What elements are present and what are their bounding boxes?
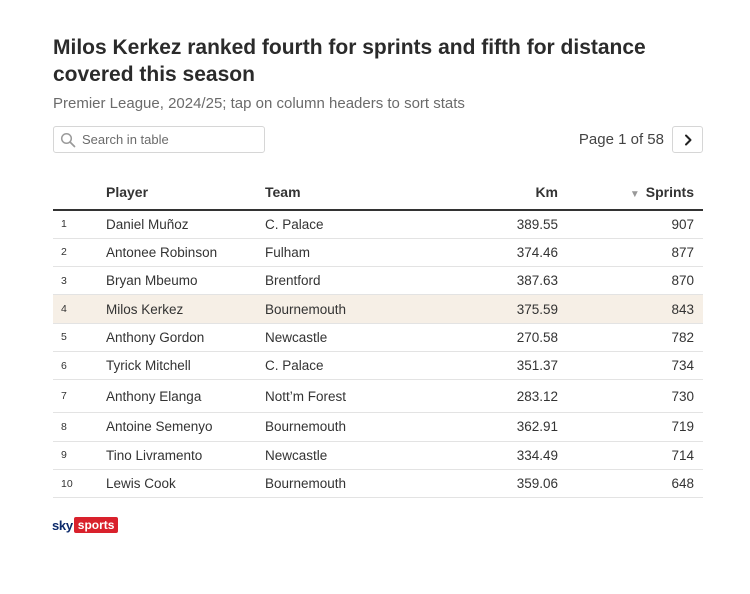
sprints-cell: 648 [558, 469, 703, 499]
rank-cell: 5 [53, 323, 106, 352]
sprints-cell: 877 [558, 238, 703, 268]
sprints-cell: 719 [558, 412, 703, 442]
rank-cell: 10 [53, 469, 106, 499]
km-cell: 334.49 [425, 441, 558, 470]
player-cell: Bryan Mbeumo [106, 266, 265, 296]
team-cell: Nott’m Forest [265, 379, 425, 414]
sky-sports-logo: sky sports [52, 516, 119, 534]
rank-cell: 6 [53, 351, 106, 381]
team-cell: Bournemouth [265, 469, 425, 499]
sprints-cell: 782 [558, 323, 703, 352]
rank-cell: 1 [53, 210, 106, 239]
team-cell: Newcastle [265, 441, 425, 470]
logo-sky-text: sky [52, 517, 73, 533]
search-box[interactable] [53, 126, 265, 153]
table-row: 2 Antonee Robinson Fulham 374.46 877 [53, 238, 703, 268]
sprints-cell: 907 [558, 210, 703, 239]
table-row: 9 Tino Livramento Newcastle 334.49 714 [53, 441, 703, 470]
header-team[interactable]: Team [265, 174, 425, 211]
header-km[interactable]: Km [425, 174, 558, 211]
km-cell: 351.37 [425, 351, 558, 381]
rank-cell: 3 [53, 266, 106, 296]
team-cell: Bournemouth [265, 294, 425, 324]
player-cell: Tino Livramento [106, 441, 265, 470]
table-row: 8 Antoine Semenyo Bournemouth 362.91 719 [53, 412, 703, 442]
stats-table: Player Team Km ▼ Sprints 1 Daniel Muñoz C… [53, 174, 703, 499]
table-row: 1 Daniel Muñoz C. Palace 389.55 907 [53, 210, 703, 239]
team-cell: C. Palace [265, 210, 425, 239]
player-cell: Milos Kerkez [106, 294, 265, 324]
chart-subtitle: Premier League, 2024/25; tap on column h… [53, 95, 465, 112]
table-row-highlighted: 4 Milos Kerkez Bournemouth 375.59 843 [53, 294, 703, 324]
km-cell: 283.12 [425, 379, 558, 414]
rank-cell: 7 [53, 379, 106, 414]
next-page-button[interactable] [672, 126, 703, 153]
team-cell: C. Palace [265, 351, 425, 381]
km-cell: 270.58 [425, 323, 558, 352]
table-row: 7 Anthony Elanga Nott’m Forest 283.12 73… [53, 379, 703, 414]
player-cell: Daniel Muñoz [106, 210, 265, 239]
team-cell: Newcastle [265, 323, 425, 352]
player-cell: Antoine Semenyo [106, 412, 265, 442]
header-sprints[interactable]: ▼ Sprints [558, 174, 703, 211]
logo-sports-text: sports [73, 517, 119, 533]
team-cell: Brentford [265, 266, 425, 296]
rank-cell: 2 [53, 238, 106, 268]
chevron-right-icon [684, 134, 691, 145]
sprints-cell: 714 [558, 441, 703, 470]
team-cell: Fulham [265, 238, 425, 268]
km-cell: 362.91 [425, 412, 558, 442]
header-player[interactable]: Player [106, 174, 265, 211]
sprints-cell: 730 [558, 379, 703, 414]
sort-descending-icon: ▼ [629, 188, 640, 200]
table-row: 3 Bryan Mbeumo Brentford 387.63 870 [53, 266, 703, 296]
sprints-cell: 734 [558, 351, 703, 381]
km-cell: 359.06 [425, 469, 558, 499]
player-cell: Lewis Cook [106, 469, 265, 499]
player-cell: Anthony Elanga [106, 379, 265, 414]
chart-title: Milos Kerkez ranked fourth for sprints a… [53, 36, 646, 86]
player-cell: Anthony Gordon [106, 323, 265, 352]
search-icon [60, 132, 76, 147]
km-cell: 387.63 [425, 266, 558, 296]
search-input[interactable] [82, 132, 252, 147]
header-sprints-label: Sprints [645, 183, 694, 200]
team-cell: Bournemouth [265, 412, 425, 442]
page-indicator: Page 1 of 58 [578, 131, 664, 148]
player-cell: Antonee Robinson [106, 238, 265, 268]
sprints-cell: 870 [558, 266, 703, 296]
table-row: 5 Anthony Gordon Newcastle 270.58 782 [53, 323, 703, 352]
km-cell: 389.55 [425, 210, 558, 239]
table-row: 10 Lewis Cook Bournemouth 359.06 648 [53, 469, 703, 499]
km-cell: 374.46 [425, 238, 558, 268]
sprints-cell: 843 [558, 294, 703, 324]
km-cell: 375.59 [425, 294, 558, 324]
rank-cell: 4 [53, 294, 106, 324]
rank-cell: 9 [53, 441, 106, 470]
rank-cell: 8 [53, 412, 106, 442]
player-cell: Tyrick Mitchell [106, 351, 265, 381]
table-row: 6 Tyrick Mitchell C. Palace 351.37 734 [53, 351, 703, 381]
header-row: Player Team Km ▼ Sprints [53, 174, 703, 211]
pagination: Page 1 of 58 [579, 126, 703, 153]
header-rank [53, 174, 106, 211]
